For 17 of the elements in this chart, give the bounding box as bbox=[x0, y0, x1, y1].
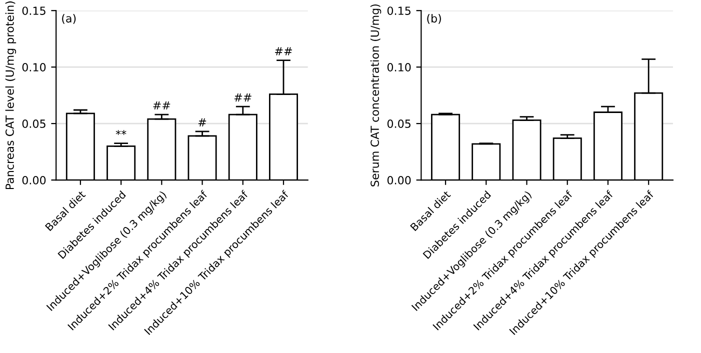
annotation: ## bbox=[234, 94, 252, 102]
y-axis-title: Serum CAT concentration (U/mg) bbox=[370, 4, 382, 186]
annotation: ## bbox=[153, 101, 170, 110]
y-axis-title: Pancreas CAT level (U/mg protein) bbox=[5, 1, 16, 190]
annotation: (b) bbox=[427, 14, 441, 24]
y-tick-label: 0.05 bbox=[22, 120, 46, 128]
y-tick-label: 0.05 bbox=[387, 120, 410, 128]
annotation: (a) bbox=[62, 14, 76, 24]
y-tick-label: 0.10 bbox=[387, 63, 411, 72]
y-tick-label: 0.10 bbox=[22, 63, 46, 72]
y-tick-label: 0.15 bbox=[387, 6, 410, 15]
y-tick-label: 0.00 bbox=[22, 176, 46, 184]
y-tick-label: 0.00 bbox=[387, 176, 411, 184]
annotation: ** bbox=[116, 130, 126, 136]
y-tick-label: 0.15 bbox=[22, 6, 46, 15]
annotation: # bbox=[198, 118, 206, 126]
annotation: ## bbox=[275, 47, 292, 56]
